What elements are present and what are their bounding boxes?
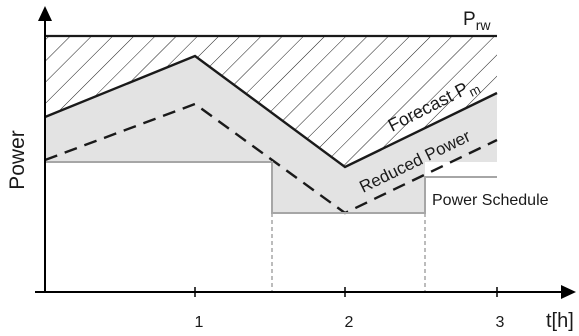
rated-power-label: Prw — [463, 9, 491, 33]
rated-power-label-sub: rw — [476, 17, 492, 33]
power-schedule-label: Power Schedule — [432, 192, 549, 209]
power-schedule-line — [45, 161, 497, 214]
forecast-power-line — [44, 54, 498, 169]
hatched-region — [45, 36, 497, 167]
y-axis-label: Power — [6, 130, 29, 190]
y-axis-arrow — [38, 6, 52, 21]
curtailment-band — [45, 56, 497, 213]
x-tick-label-3: 3 — [496, 314, 505, 331]
rated-power-label-main: P — [463, 9, 476, 30]
x-axis-arrow — [561, 285, 576, 299]
x-axis-label: t[h] — [546, 310, 574, 332]
reduced-power-line — [44, 102, 498, 215]
x-tick-label-1: 1 — [195, 314, 204, 331]
x-tick-label-2: 2 — [345, 314, 354, 331]
